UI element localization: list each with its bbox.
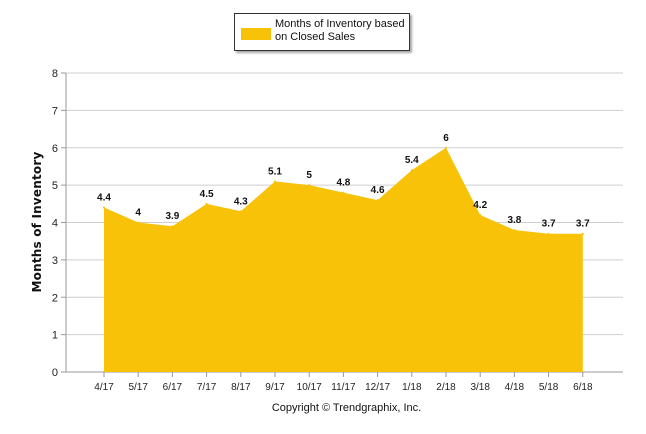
data-label: 5.4 (405, 155, 419, 166)
x-tick-label: 5/17 (128, 382, 148, 393)
x-tick-label: 4/18 (505, 382, 525, 393)
data-label: 4.3 (234, 196, 248, 207)
x-tick-label: 7/17 (197, 382, 217, 393)
data-point (274, 180, 276, 183)
data-label: 3.7 (542, 219, 556, 230)
x-tick-label: 6/18 (573, 382, 593, 393)
data-point (171, 225, 174, 228)
legend-swatch (241, 28, 271, 40)
data-point (376, 199, 379, 202)
y-tick-label: 8 (52, 68, 58, 80)
data-point (342, 191, 345, 194)
y-tick-label: 6 (52, 143, 58, 155)
data-point (445, 146, 447, 149)
y-tick-label: 3 (52, 255, 58, 267)
data-point (410, 169, 413, 172)
data-label: 3.8 (507, 215, 521, 226)
y-tick-label: 1 (52, 330, 58, 342)
y-tick-label: 2 (52, 292, 58, 304)
x-tick-label: 9/17 (265, 382, 285, 393)
data-point (547, 232, 550, 235)
x-tick-label: 2/18 (436, 382, 456, 393)
legend: Months of Inventory based on Closed Sale… (234, 13, 410, 51)
data-point (479, 214, 482, 217)
data-point (205, 202, 208, 205)
x-tick-label: 11/17 (331, 382, 356, 393)
y-axis-title: Months of Inventory (30, 151, 44, 293)
data-label: 5 (306, 170, 312, 181)
x-tick-label: 12/17 (365, 382, 390, 393)
y-tick-label: 0 (52, 367, 58, 379)
data-label: 4.4 (97, 193, 111, 204)
data-point (581, 232, 584, 235)
x-tick-label: 8/17 (231, 382, 251, 393)
x-tick-label: 1/18 (402, 382, 422, 393)
data-point (308, 184, 311, 187)
area-series (104, 147, 583, 372)
data-label: 4.8 (336, 178, 350, 189)
data-label: 5.1 (268, 166, 282, 177)
y-tick-label: 7 (52, 105, 58, 117)
data-label: 3.7 (576, 219, 590, 230)
x-tick-label: 6/17 (163, 382, 183, 393)
x-tick-label: 3/18 (470, 382, 490, 393)
data-label: 4 (135, 208, 141, 219)
data-point (513, 228, 516, 231)
y-tick-label: 4 (52, 218, 58, 230)
data-label: 4.6 (371, 185, 385, 196)
data-label: 4.2 (473, 200, 487, 211)
data-point (137, 221, 140, 224)
y-tick-label: 5 (52, 180, 58, 192)
legend-label: Months of Inventory based on Closed Sale… (275, 18, 405, 43)
x-tick-label: 5/18 (539, 382, 559, 393)
copyright-credit: Copyright © Trendgraphix, Inc. (271, 402, 422, 414)
data-label: 3.9 (165, 211, 179, 222)
x-tick-label: 4/17 (94, 382, 114, 393)
data-label: 6 (443, 133, 449, 144)
data-point (103, 206, 105, 209)
data-label: 4.5 (200, 189, 214, 200)
data-point (239, 210, 242, 213)
x-tick-label: 10/17 (297, 382, 322, 393)
